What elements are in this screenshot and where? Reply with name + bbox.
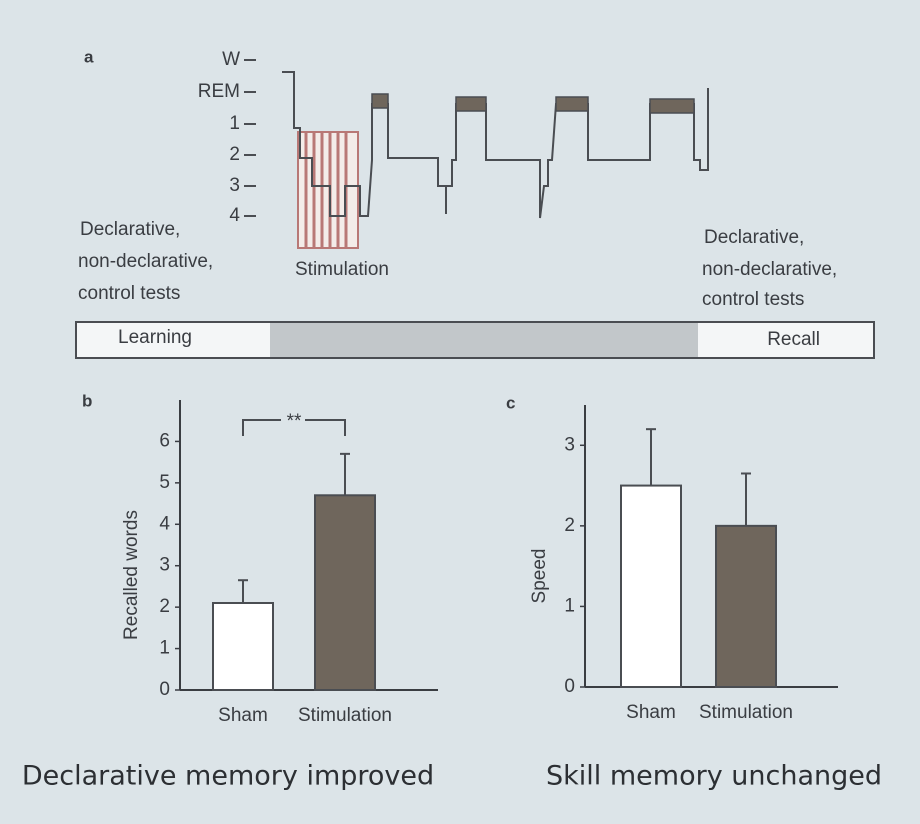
y-tick-label: 2 — [159, 596, 170, 617]
stage-label: 1 — [229, 113, 240, 134]
caption: Skill memory unchanged — [546, 761, 882, 792]
significance-label: ** — [287, 411, 302, 432]
y-tick-label: 0 — [564, 676, 575, 697]
right-text: control tests — [702, 289, 804, 310]
y-tick-label: 2 — [564, 515, 575, 536]
y-tick-label: 1 — [564, 595, 575, 616]
bar — [314, 494, 376, 691]
significance-bracket — [242, 419, 346, 436]
bar — [620, 484, 682, 689]
left-text: control tests — [78, 283, 180, 304]
caption: Declarative memory improved — [22, 761, 434, 792]
bar — [715, 524, 777, 688]
bar — [212, 602, 274, 691]
y-tick-label: 5 — [159, 472, 170, 493]
hypnogram — [282, 71, 709, 219]
timeline-label: Recall — [767, 329, 820, 350]
left-text: Declarative, — [80, 219, 180, 240]
stage-label: 4 — [229, 205, 240, 226]
y-axis-label: Speed — [529, 549, 550, 604]
right-text: Declarative, — [704, 227, 804, 248]
x-tick-label: Sham — [626, 702, 676, 723]
right-text: non-declarative, — [702, 259, 837, 280]
panel-label: b — [82, 391, 92, 410]
stage-axis: W REM 1 2 3 4 — [198, 49, 256, 226]
y-tick-label: 0 — [159, 679, 170, 700]
y-tick-label: 3 — [159, 555, 170, 576]
stage-label: W — [222, 49, 240, 70]
y-tick-label: 1 — [159, 638, 170, 659]
x-tick-label: Stimulation — [298, 705, 392, 726]
timeline-sleep — [270, 323, 698, 357]
rem-block — [371, 93, 695, 114]
y-tick-label: 6 — [159, 430, 170, 451]
charts: b 0 1 2 3 4 5 6 Recalled words Sham Stimulation ** D… — [22, 391, 882, 791]
stimulation-label: Stimulation — [295, 259, 389, 280]
x-tick-label: Sham — [218, 705, 268, 726]
stage-label: 2 — [229, 144, 240, 165]
x-tick-label: Stimulation — [699, 702, 793, 723]
timeline-label: Learning — [118, 327, 192, 348]
y-tick-label: 3 — [564, 434, 575, 455]
stage-label: REM — [198, 81, 240, 102]
panel-label: c — [506, 393, 515, 412]
y-axis-label: Recalled words — [121, 510, 142, 640]
panel-label: a — [84, 47, 94, 66]
stage-label: 3 — [229, 175, 240, 196]
left-text: non-declarative, — [78, 251, 213, 272]
y-tick-label: 4 — [159, 513, 170, 534]
stimulation-block — [297, 131, 359, 249]
